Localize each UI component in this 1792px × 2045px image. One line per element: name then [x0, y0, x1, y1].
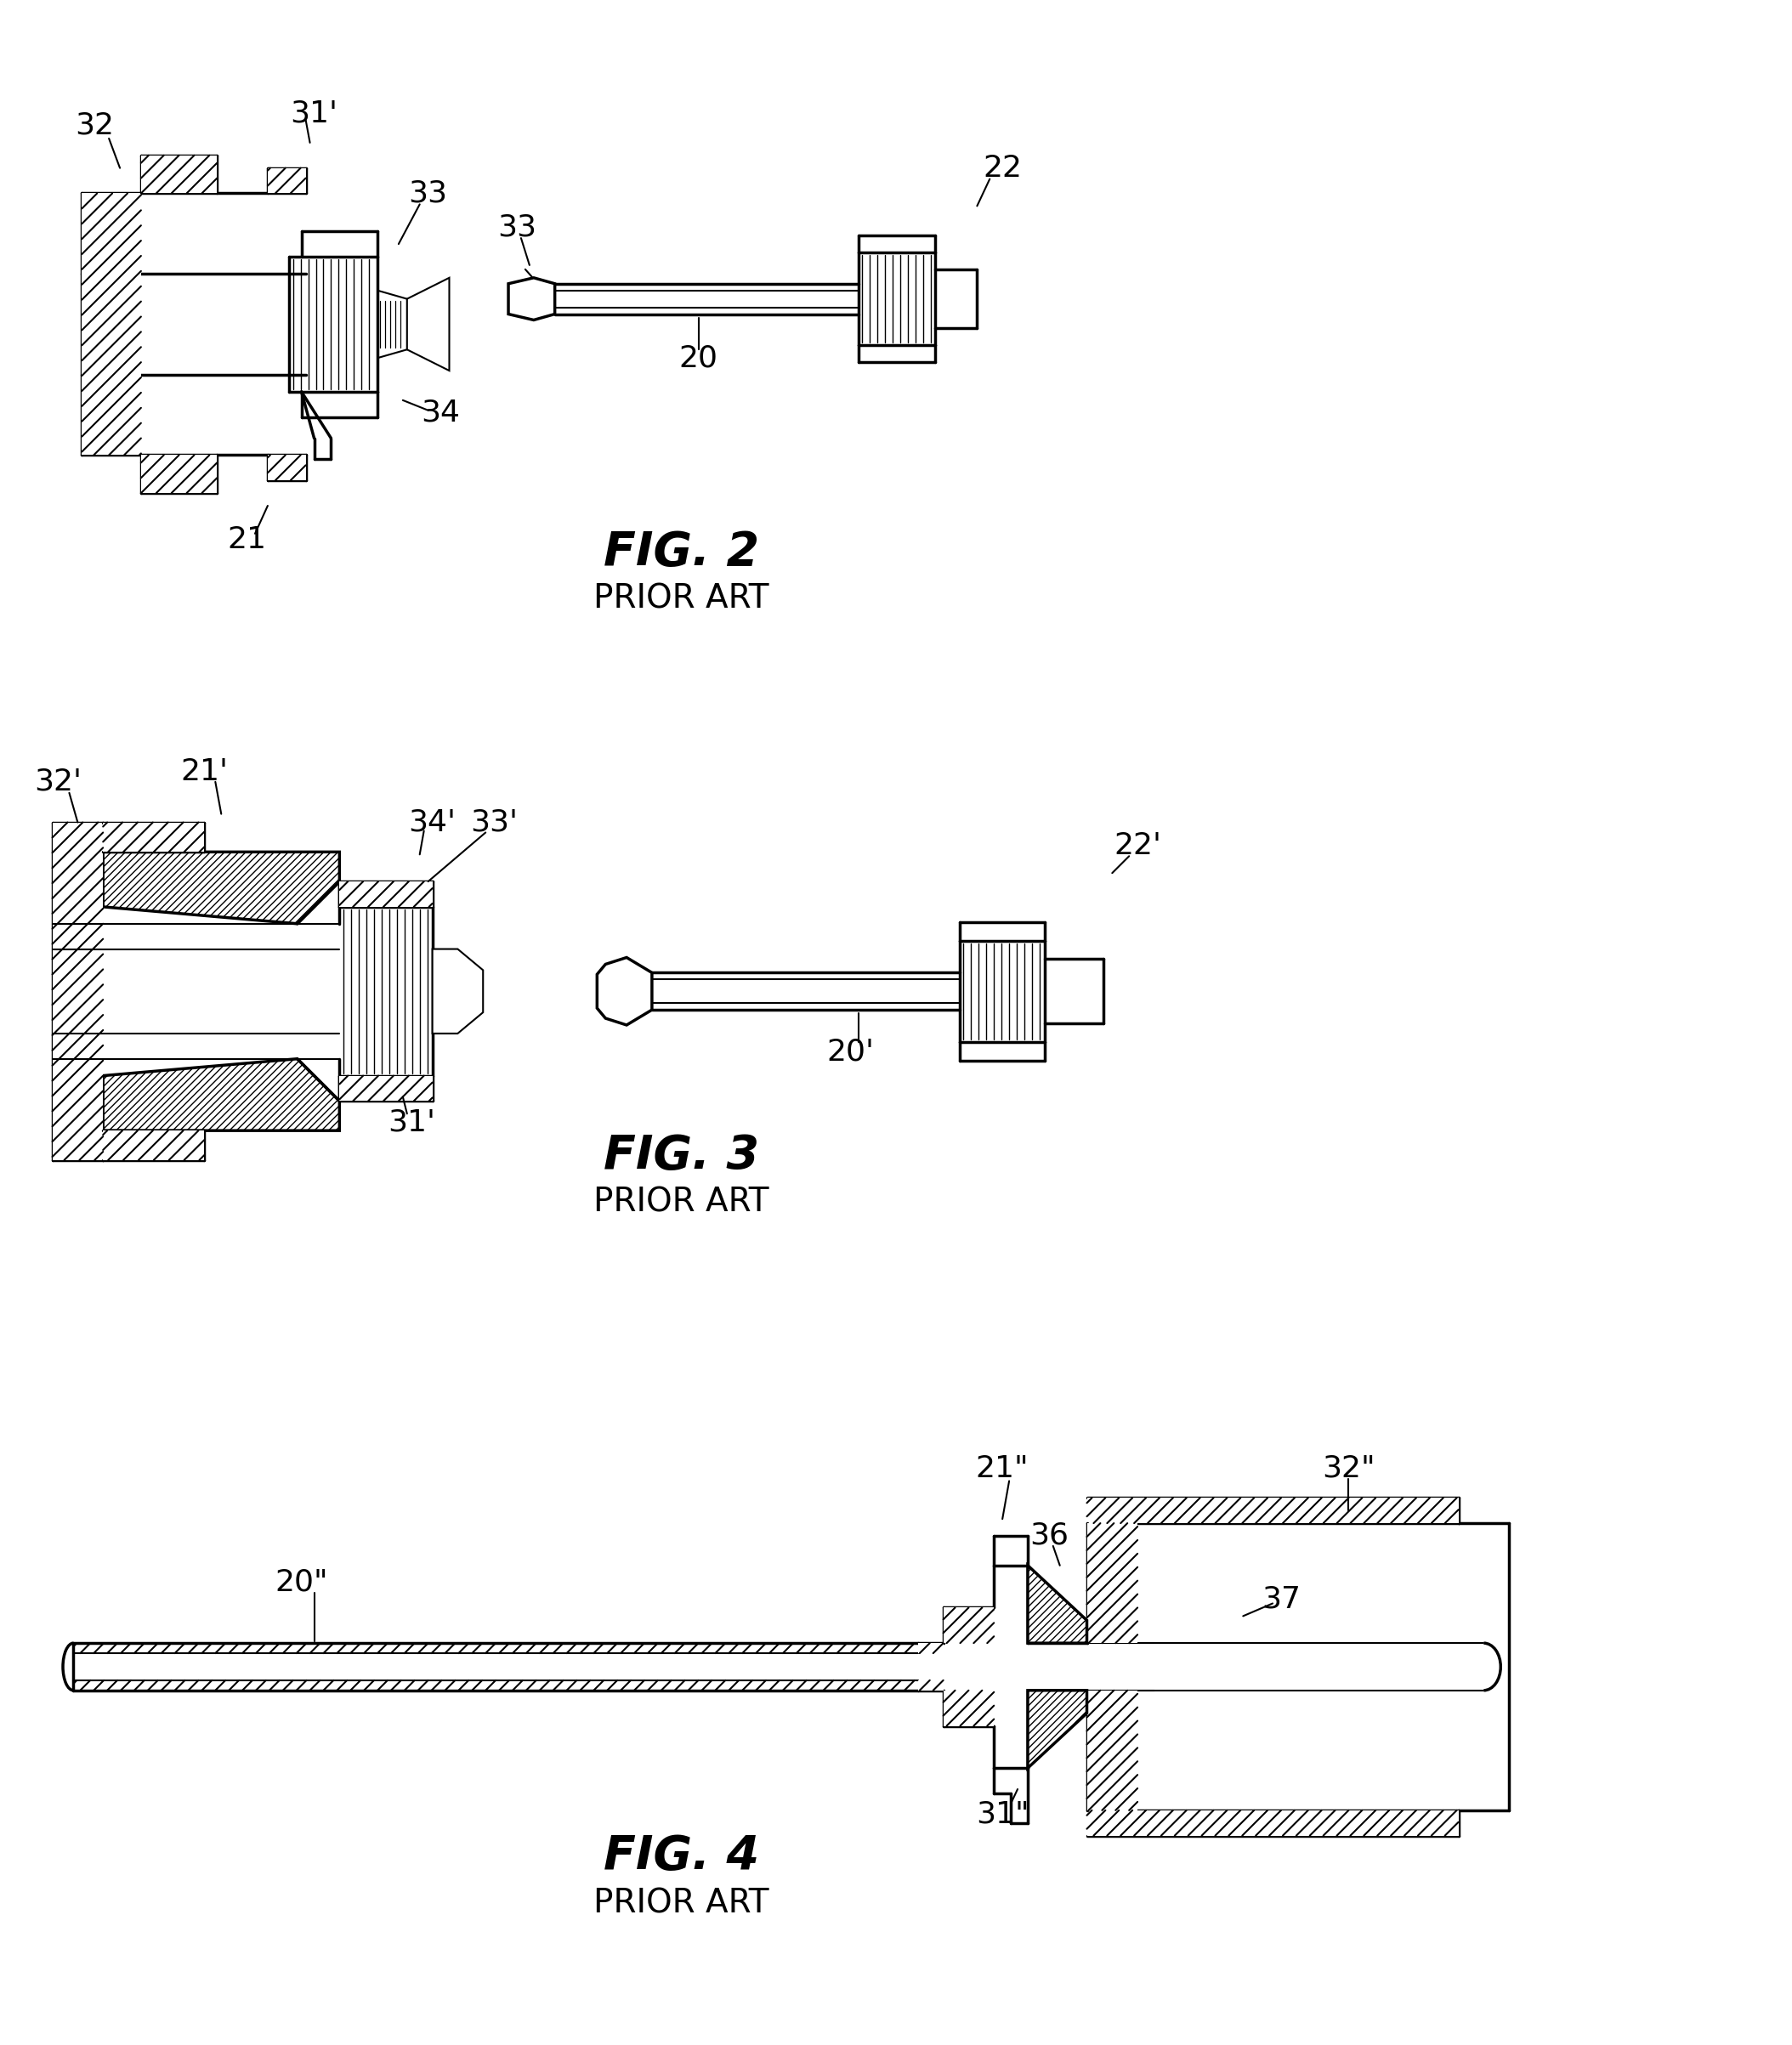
Bar — [102, 822, 204, 853]
Bar — [339, 881, 432, 906]
Polygon shape — [102, 853, 339, 924]
Text: 34': 34' — [409, 808, 457, 836]
Bar — [1088, 1497, 1459, 1524]
Text: 32": 32" — [1322, 1454, 1374, 1483]
Bar — [943, 1607, 995, 1642]
Text: 33: 33 — [496, 213, 536, 241]
Text: 31": 31" — [977, 1800, 1029, 1828]
Bar — [1088, 1497, 1459, 1524]
Bar — [339, 1076, 432, 1100]
Bar — [918, 1642, 943, 1652]
Text: 37: 37 — [1262, 1585, 1301, 1614]
Bar — [73, 1681, 918, 1691]
Bar — [73, 1681, 918, 1691]
Bar — [1088, 1810, 1459, 1836]
Text: 33: 33 — [409, 178, 448, 209]
Text: 33': 33' — [470, 808, 518, 836]
Text: 21: 21 — [228, 526, 267, 554]
Polygon shape — [509, 278, 556, 319]
Bar — [267, 456, 306, 481]
Bar — [267, 168, 306, 194]
Bar — [102, 1131, 204, 1160]
Bar — [142, 456, 217, 493]
Text: 32': 32' — [34, 767, 82, 796]
Bar — [142, 155, 217, 194]
Text: 22': 22' — [1113, 832, 1161, 861]
Bar — [267, 456, 306, 481]
Bar — [943, 1691, 995, 1726]
Bar — [943, 1691, 995, 1726]
Bar — [943, 1607, 995, 1642]
Bar — [102, 1131, 204, 1160]
Text: 32: 32 — [75, 110, 115, 141]
Bar — [918, 1681, 943, 1691]
Bar — [82, 194, 142, 456]
Text: FIG. 4: FIG. 4 — [604, 1834, 760, 1879]
Bar — [1088, 1691, 1138, 1810]
Bar — [102, 822, 204, 853]
Text: 20: 20 — [679, 344, 719, 372]
Text: FIG. 3: FIG. 3 — [604, 1133, 760, 1178]
Text: 31': 31' — [387, 1108, 435, 1137]
Bar — [73, 1642, 918, 1652]
Bar — [339, 881, 432, 906]
Bar — [918, 1681, 943, 1691]
Text: FIG. 2: FIG. 2 — [604, 530, 760, 575]
Bar — [52, 822, 102, 1160]
Text: PRIOR ART: PRIOR ART — [593, 1888, 769, 1920]
Bar — [1088, 1524, 1138, 1642]
Text: 21': 21' — [181, 757, 228, 785]
Bar — [267, 168, 306, 194]
Polygon shape — [407, 278, 450, 370]
Text: 34: 34 — [421, 399, 461, 427]
Polygon shape — [597, 957, 652, 1025]
Text: 20': 20' — [826, 1037, 874, 1067]
Polygon shape — [1029, 1564, 1088, 1642]
Text: PRIOR ART: PRIOR ART — [593, 1186, 769, 1219]
Bar — [1088, 1691, 1138, 1810]
Bar — [1088, 1810, 1459, 1836]
Polygon shape — [102, 1059, 339, 1131]
Bar — [82, 194, 142, 456]
Bar — [918, 1642, 943, 1652]
Text: 21": 21" — [977, 1454, 1029, 1483]
Bar — [52, 822, 102, 1160]
Bar — [339, 1076, 432, 1100]
Polygon shape — [432, 949, 484, 1033]
Polygon shape — [1029, 1691, 1088, 1769]
Bar — [73, 1642, 918, 1652]
Bar — [1088, 1524, 1138, 1642]
Text: PRIOR ART: PRIOR ART — [593, 583, 769, 616]
Text: 22: 22 — [982, 153, 1021, 182]
Text: 36: 36 — [1029, 1521, 1068, 1550]
Text: 31': 31' — [290, 98, 339, 127]
Bar — [142, 456, 217, 493]
Bar — [142, 155, 217, 194]
Text: 20": 20" — [274, 1569, 328, 1597]
